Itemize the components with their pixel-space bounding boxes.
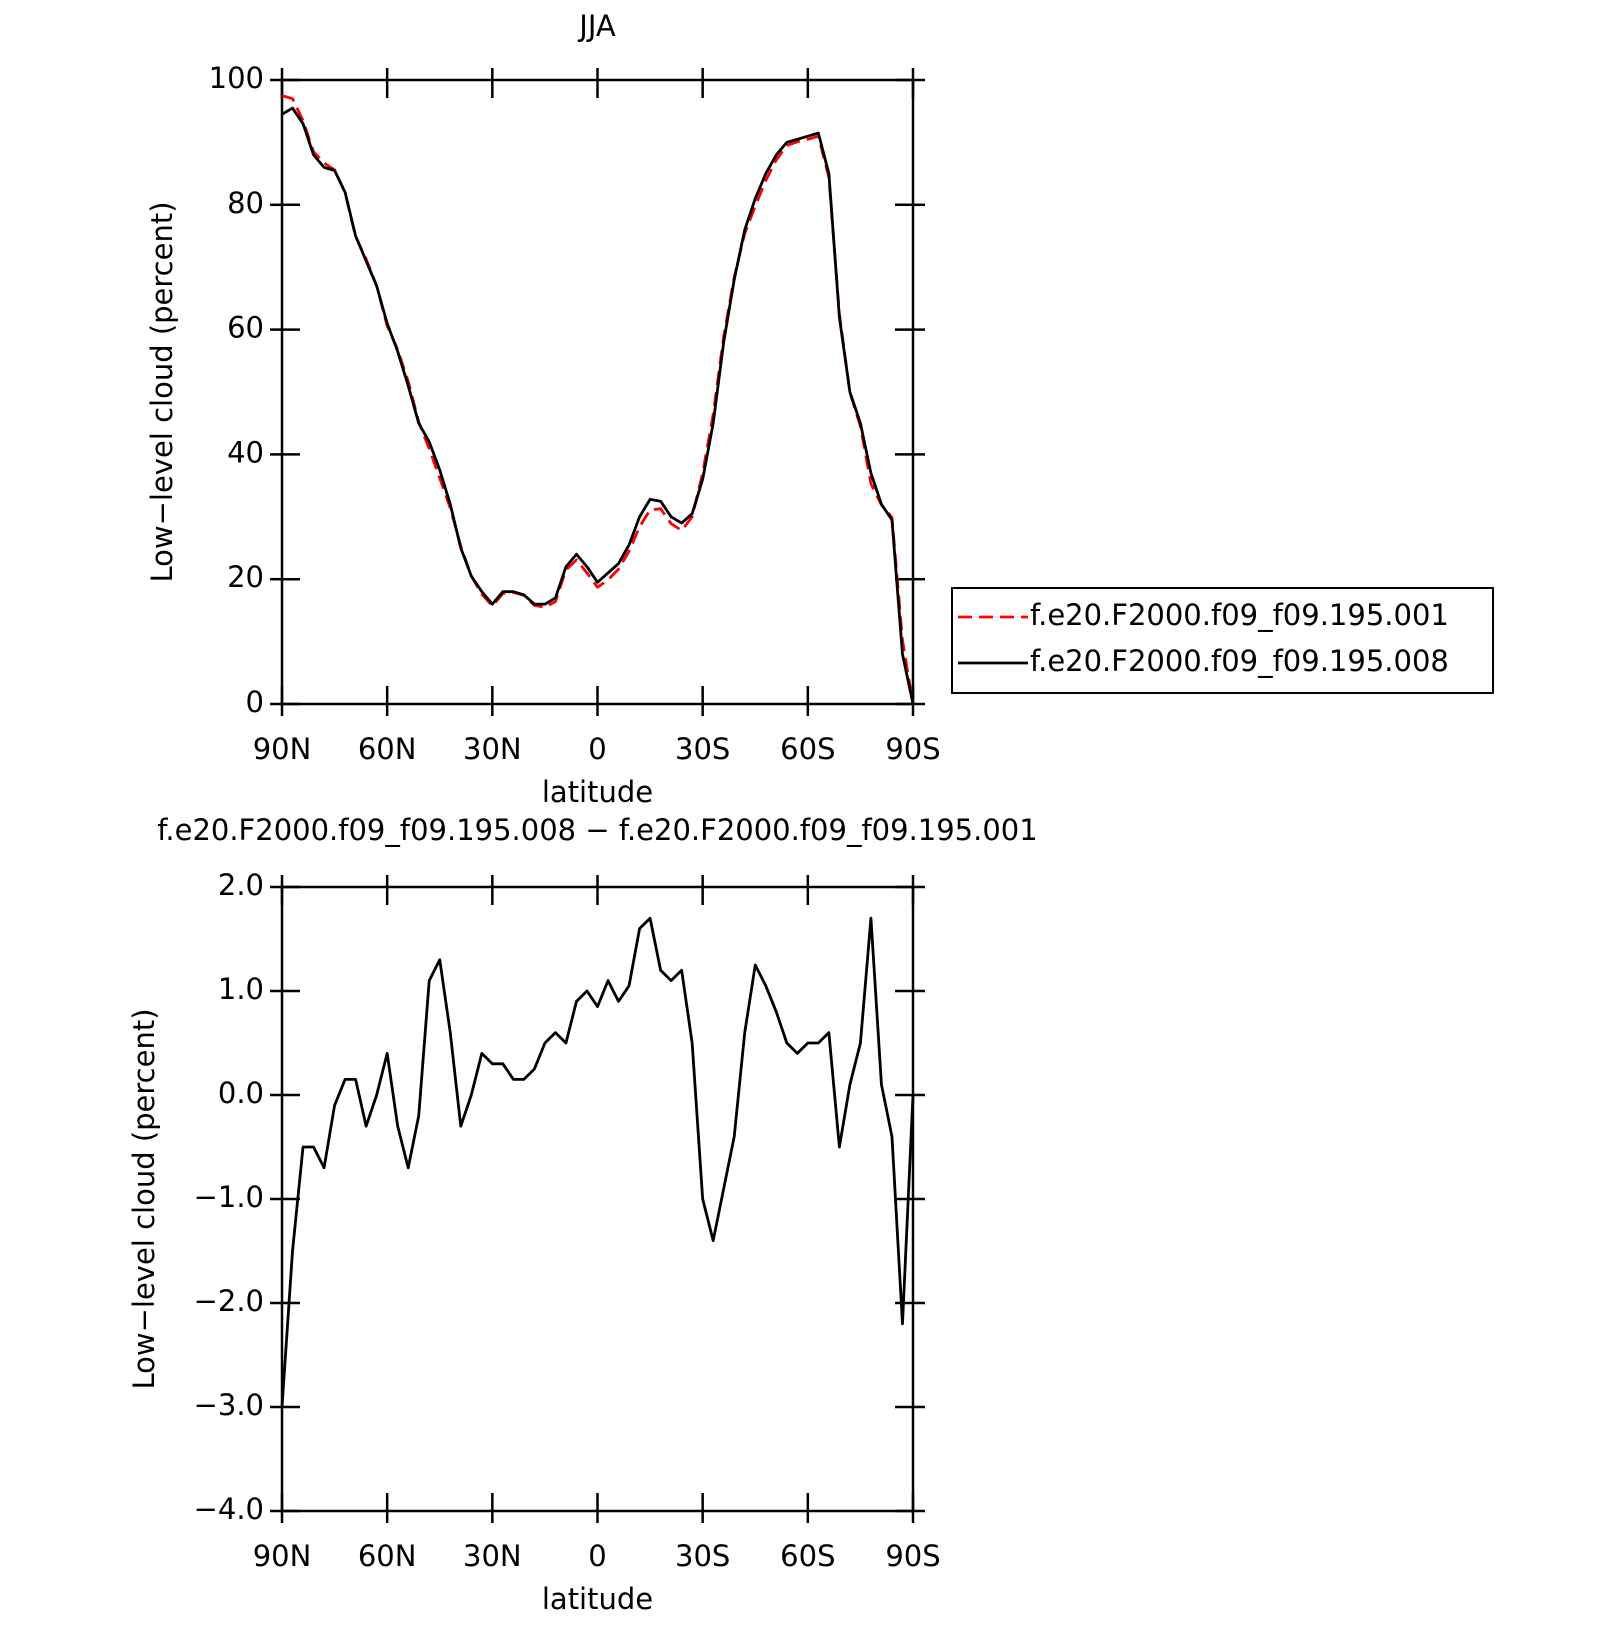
y-axis-label: Low−level cloud (percent) xyxy=(127,1008,161,1389)
x-tick-label: 60N xyxy=(358,732,417,766)
x-tick-label: 60N xyxy=(358,1539,417,1573)
y-axis-label: Low−level cloud (percent) xyxy=(145,201,179,582)
x-tick-label: 30S xyxy=(675,1539,730,1573)
x-tick-label: 0 xyxy=(588,732,606,766)
legend-label: f.e20.F2000.f09_f09.195.001 xyxy=(1030,598,1449,632)
y-tick-label: −1.0 xyxy=(194,1180,264,1214)
plot-frame xyxy=(280,78,915,706)
y-tick-label: 0.0 xyxy=(218,1076,264,1110)
legend-label: f.e20.F2000.f09_f09.195.008 xyxy=(1030,644,1449,678)
x-tick-label: 30N xyxy=(463,1539,522,1573)
data-line xyxy=(281,94,915,705)
x-tick-label: 0 xyxy=(588,1539,606,1573)
y-tick-label: −3.0 xyxy=(194,1388,264,1422)
x-tick-label: 30S xyxy=(675,732,730,766)
plot-frame xyxy=(280,885,915,1513)
y-tick-label: 1.0 xyxy=(218,972,264,1006)
data-line xyxy=(280,916,915,1408)
y-tick-label: 100 xyxy=(209,61,264,95)
y-tick-label: 40 xyxy=(227,435,264,469)
x-tick-label: 90N xyxy=(253,732,312,766)
x-axis-label: latitude xyxy=(542,1582,653,1616)
x-tick-label: 90S xyxy=(885,732,940,766)
chart-title: JJA xyxy=(577,9,616,43)
x-tick-label: 90N xyxy=(253,1539,312,1573)
y-tick-label: −2.0 xyxy=(194,1284,264,1318)
legend-box xyxy=(951,587,1494,694)
x-tick-label: 30N xyxy=(463,732,522,766)
x-tick-label: 60S xyxy=(780,1539,835,1573)
y-tick-label: 2.0 xyxy=(218,868,264,902)
y-tick-label: 0 xyxy=(246,685,264,719)
chart-title: f.e20.F2000.f09_f09.195.008 − f.e20.F200… xyxy=(157,813,1037,847)
y-tick-label: 60 xyxy=(227,311,264,345)
y-tick-label: 80 xyxy=(227,186,264,220)
x-tick-label: 60S xyxy=(780,732,835,766)
y-tick-label: −4.0 xyxy=(194,1492,264,1526)
x-axis-label: latitude xyxy=(542,775,653,809)
y-tick-label: 20 xyxy=(227,560,264,594)
data-line xyxy=(281,106,915,705)
x-tick-label: 90S xyxy=(885,1539,940,1573)
